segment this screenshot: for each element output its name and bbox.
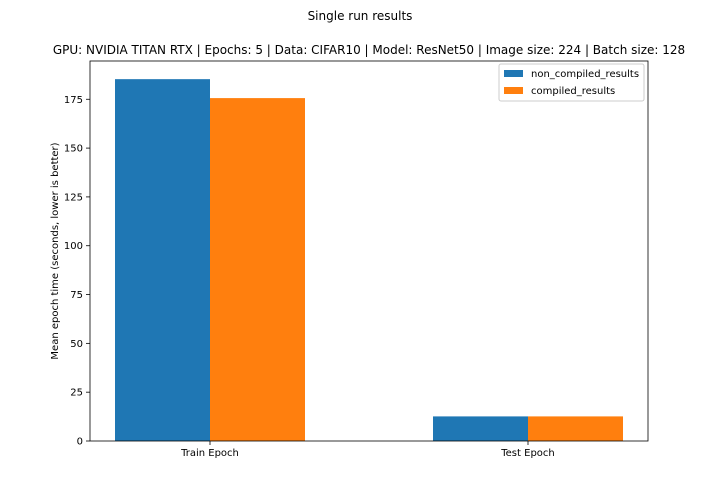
y-tick-label: 150 (64, 144, 83, 155)
legend-swatch-non-compiled (504, 70, 523, 77)
legend-label-compiled: compiled_results (531, 86, 615, 97)
x-tick-label: Test Epoch (500, 448, 555, 459)
y-tick-label: 0 (77, 437, 83, 448)
y-tick-label: 75 (70, 290, 83, 301)
legend: non_compiled_results compiled_results (498, 63, 645, 102)
bar-train-epoch-non-compiled-results (115, 79, 210, 441)
y-tick-label: 50 (70, 339, 83, 350)
plot-area: 0 25 50 75 100 125 150 175 Train Epoch Test Epoch (64, 79, 623, 459)
bar-test-epoch-compiled-results (528, 416, 623, 441)
y-tick-label: 125 (64, 192, 83, 203)
bar-test-epoch-non-compiled-results (433, 416, 528, 441)
legend-swatch-compiled (504, 87, 523, 94)
legend-frame (498, 63, 645, 102)
chart-title: GPU: NVIDIA TITAN RTX | Epochs: 5 | Data… (53, 43, 685, 57)
chart-suptitle: Single run results (308, 9, 413, 23)
y-tick-label: 175 (64, 95, 83, 106)
y-tick-label: 25 (70, 388, 83, 399)
y-axis-label: Mean epoch time (seconds, lower is bette… (50, 142, 61, 359)
x-tick-label: Train Epoch (180, 448, 239, 459)
legend-label-non-compiled: non_compiled_results (531, 69, 639, 80)
y-tick-label: 100 (64, 241, 83, 252)
plot-frame (89, 60, 649, 442)
bar-train-epoch-compiled-results (210, 98, 305, 441)
